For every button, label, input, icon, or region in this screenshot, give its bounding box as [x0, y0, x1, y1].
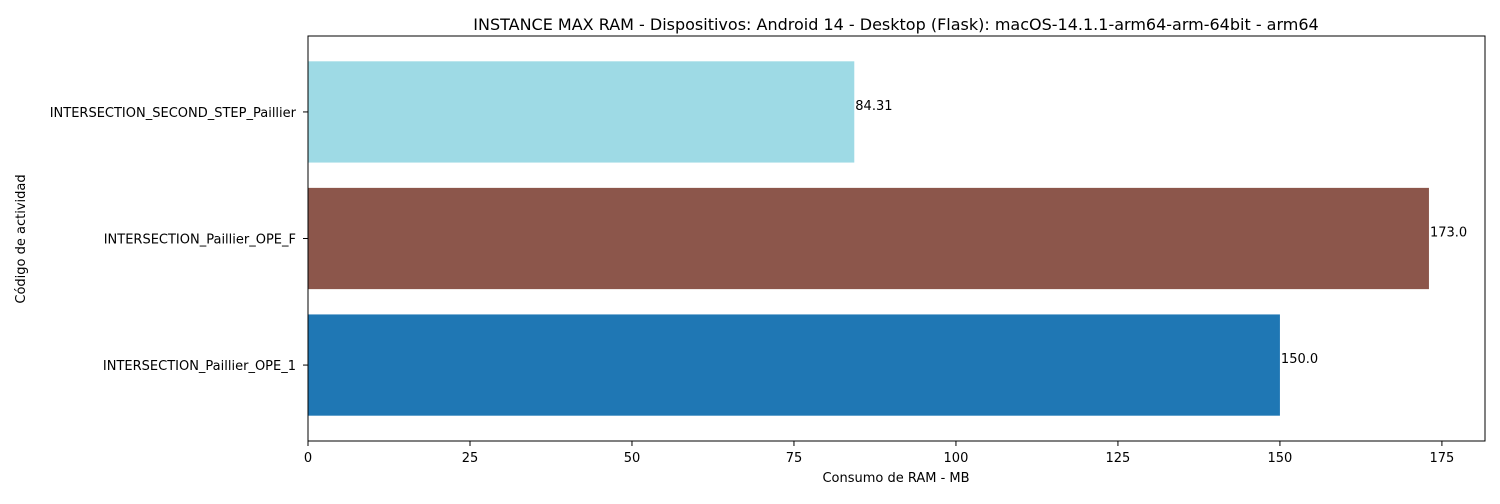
x-tick-label: 125 [1106, 451, 1131, 466]
data-label: 84.31 [855, 99, 892, 114]
x-axis: 0 25 50 75 100 125 150 175 [304, 441, 1454, 466]
x-axis-label: Consumo de RAM - MB [822, 471, 969, 486]
bar [308, 187, 1429, 290]
x-tick-label: 0 [304, 451, 312, 466]
x-tick-label: 50 [624, 451, 641, 466]
bar [308, 61, 855, 163]
value-labels-layer: 150.0 173.0 84.31 [855, 99, 1467, 367]
bar [308, 314, 1280, 416]
y-axis-label: Código de actividad [14, 174, 29, 303]
y-tick-label: INTERSECTION_Paillier_OPE_1 [103, 359, 296, 374]
bars-layer [308, 61, 1429, 416]
data-label: 173.0 [1430, 226, 1467, 241]
x-tick-label: 75 [786, 451, 803, 466]
y-axis: INTERSECTION_Paillier_OPE_1 INTERSECTION_… [50, 106, 308, 374]
y-tick-label: INTERSECTION_Paillier_OPE_F [104, 233, 296, 248]
y-tick-label: INTERSECTION_SECOND_STEP_Paillier [50, 106, 297, 121]
x-tick-label: 100 [944, 451, 969, 466]
x-tick-label: 150 [1268, 451, 1293, 466]
chart-title: INSTANCE MAX RAM - Dispositivos: Android… [473, 15, 1318, 34]
x-tick-label: 175 [1429, 451, 1454, 466]
data-label: 150.0 [1281, 352, 1318, 367]
x-tick-label: 25 [462, 451, 479, 466]
